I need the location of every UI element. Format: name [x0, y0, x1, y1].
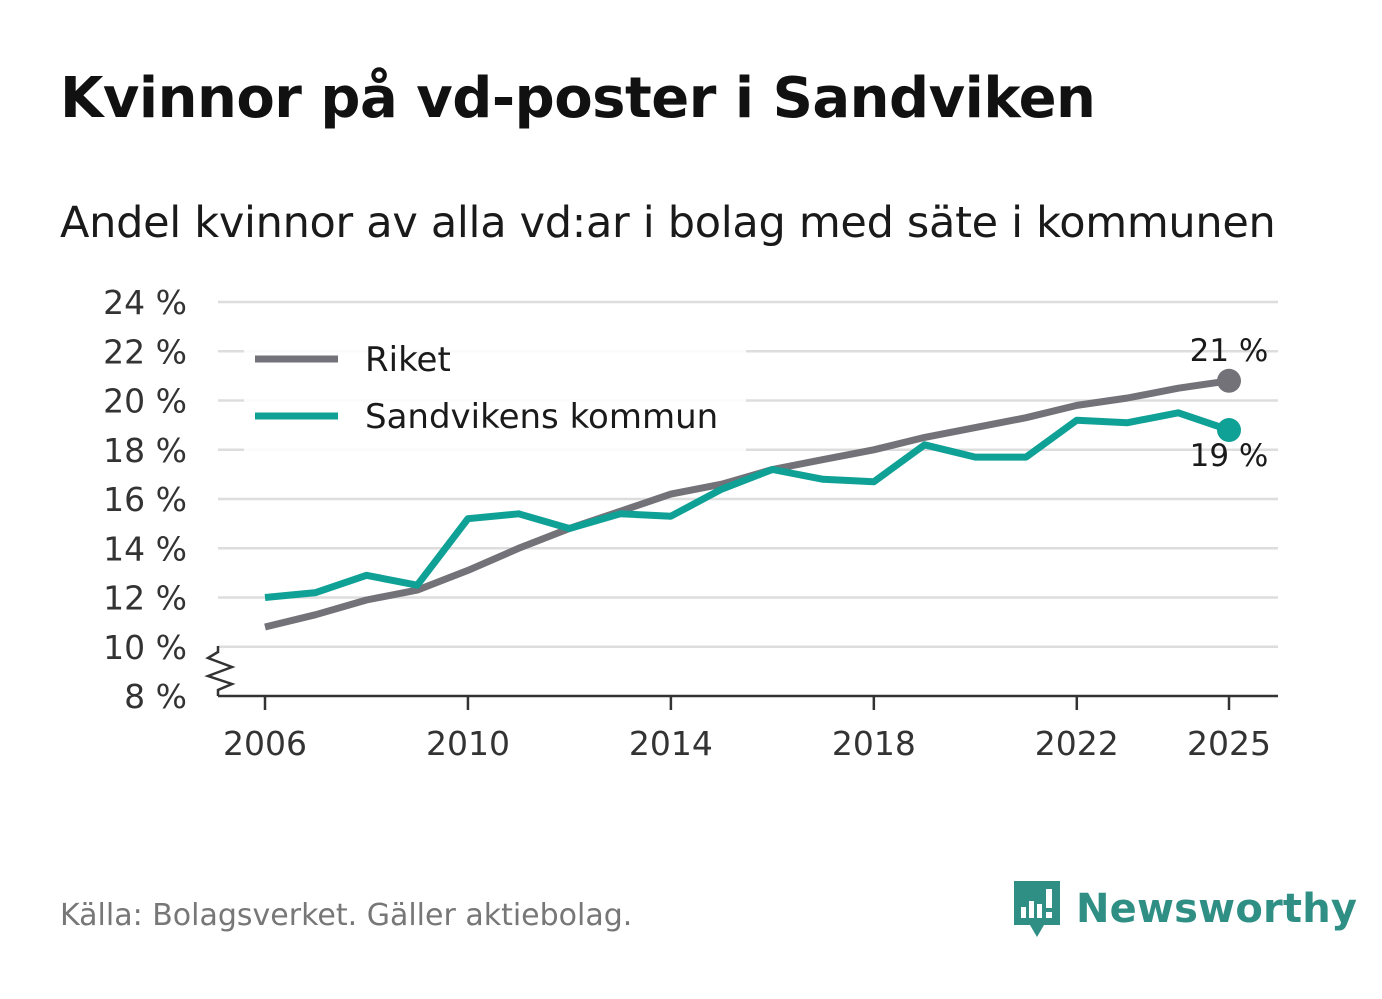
brand-name: Newsworthy [1076, 886, 1358, 932]
legend-label: Riket [365, 340, 451, 380]
end-point-riket [1217, 368, 1241, 393]
end-point-sandviken [1217, 418, 1241, 443]
y-tick-label: 20 % [103, 382, 187, 421]
source-note: Källa: Bolagsverket. Gäller aktiebolag. [60, 898, 633, 933]
x-tick-label: 2014 [629, 724, 713, 763]
y-tick-label: 24 % [103, 283, 187, 322]
y-tick-label: 8 % [124, 677, 187, 716]
newsworthy-logo-icon [1014, 881, 1060, 937]
x-tick-label: 2018 [832, 724, 916, 763]
end-label-riket: 21 % [1190, 333, 1269, 369]
chart-subtitle: Andel kvinnor av alla vd:ar i bolag med … [60, 198, 1276, 248]
legend-label: Sandvikens kommun [365, 397, 718, 437]
brand-logo[interactable]: Newsworthy [1010, 876, 1357, 942]
y-tick-label: 16 % [103, 480, 187, 519]
series-line-sandviken [264, 409, 1231, 601]
x-tick-label: 2006 [223, 724, 307, 763]
axis-break-icon [204, 646, 236, 696]
y-tick-label: 12 % [103, 579, 187, 618]
x-tick-label: 2025 [1187, 724, 1271, 763]
x-tick-label: 2010 [426, 724, 510, 763]
y-tick-label: 10 % [103, 628, 187, 667]
x-tick-label: 2022 [1035, 724, 1119, 763]
y-tick-label: 18 % [103, 431, 187, 470]
y-tick-label: 22 % [103, 332, 187, 371]
legend-box [244, 330, 746, 452]
y-tick-label: 14 % [103, 529, 187, 568]
chart-title: Kvinnor på vd-poster i Sandviken [60, 66, 1096, 131]
end-label-sandviken: 19 % [1190, 438, 1269, 474]
